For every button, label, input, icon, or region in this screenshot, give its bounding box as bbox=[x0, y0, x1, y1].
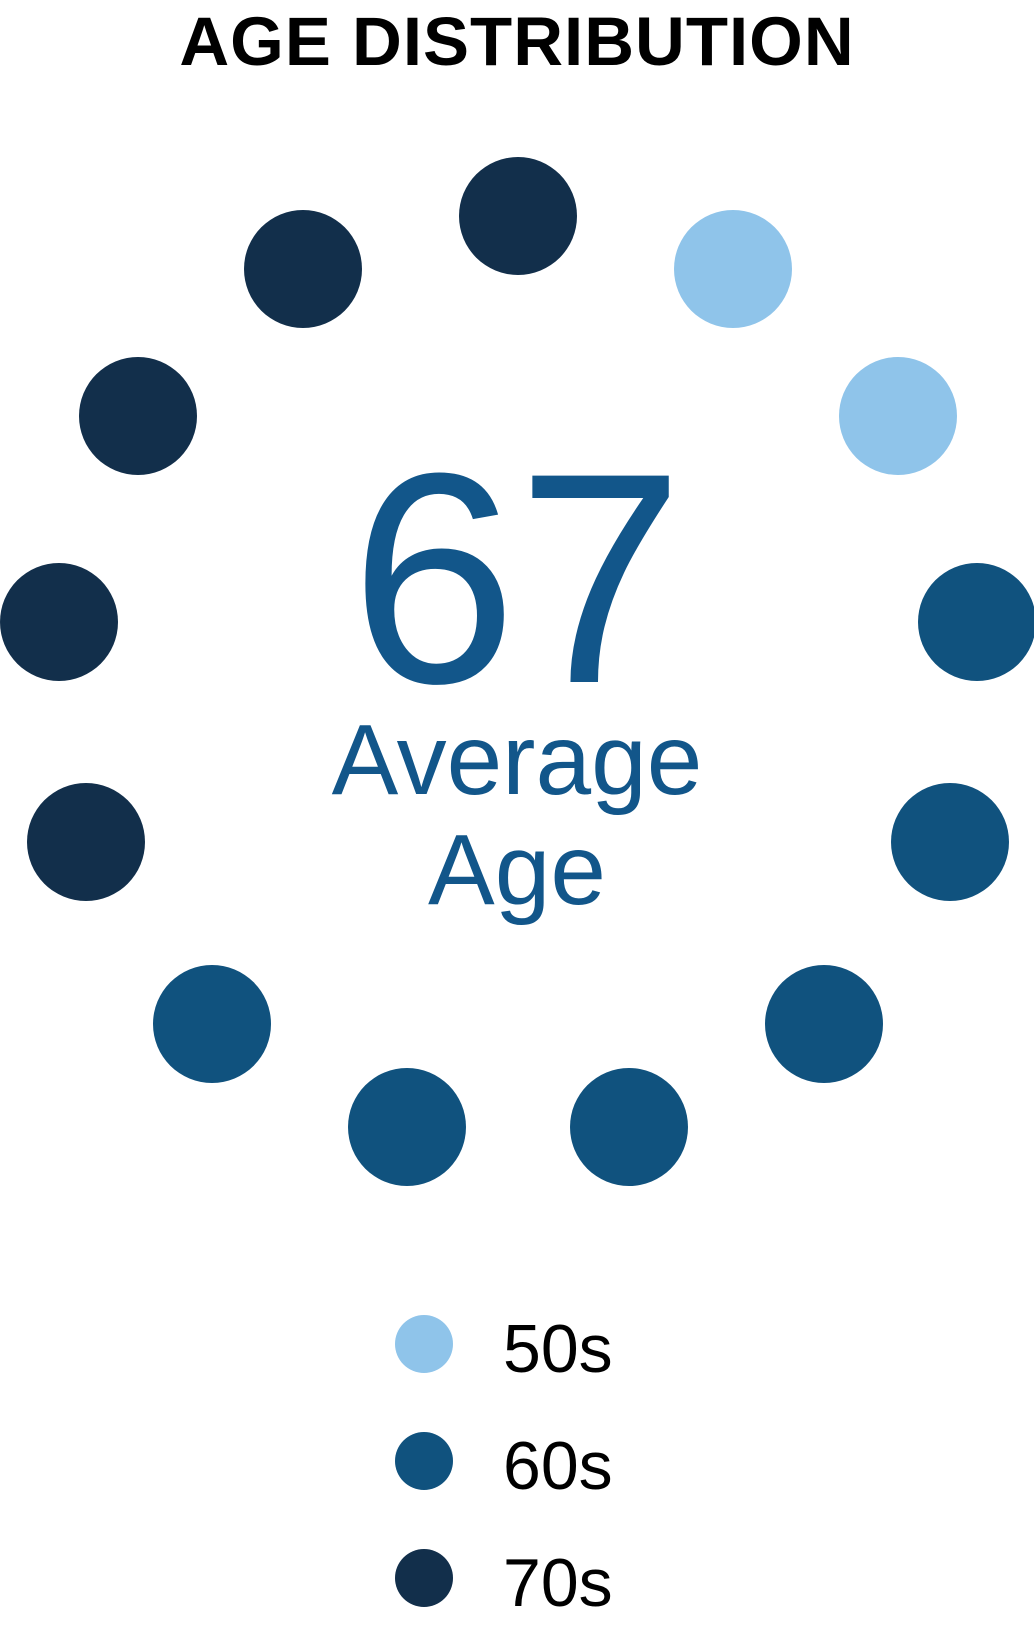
age-dot-70s bbox=[244, 209, 363, 328]
legend-item-60s: 60s bbox=[395, 1432, 613, 1500]
average-age-value: 67 bbox=[350, 410, 684, 746]
age-dot-50s bbox=[839, 356, 958, 475]
legend-item-70s: 70s bbox=[395, 1549, 613, 1617]
legend-swatch-50s-icon bbox=[395, 1315, 453, 1373]
legend-swatch-60s-icon bbox=[395, 1432, 453, 1490]
average-age-label-line2: Age bbox=[428, 814, 606, 926]
legend-item-50s: 50s bbox=[395, 1315, 613, 1383]
legend-label-70s: 70s bbox=[503, 1545, 613, 1621]
age-dot-60s bbox=[765, 964, 884, 1083]
age-dot-60s bbox=[569, 1067, 688, 1186]
average-age-label-line1: Average bbox=[331, 704, 703, 816]
legend-label-60s: 60s bbox=[503, 1428, 613, 1504]
age-dot-70s bbox=[78, 356, 197, 475]
age-dot-50s bbox=[673, 209, 792, 328]
age-dot-60s bbox=[348, 1067, 467, 1186]
age-dot-70s bbox=[0, 563, 119, 682]
age-dot-60s bbox=[890, 782, 1009, 901]
legend-label-50s: 50s bbox=[503, 1311, 613, 1387]
age-dot-60s bbox=[152, 964, 271, 1083]
legend-swatch-70s-icon bbox=[395, 1549, 453, 1607]
chart-title: AGE DISTRIBUTION bbox=[179, 3, 855, 80]
age-dot-70s bbox=[459, 157, 577, 275]
age-dot-70s bbox=[27, 782, 146, 901]
age-dot-60s bbox=[917, 563, 1034, 682]
